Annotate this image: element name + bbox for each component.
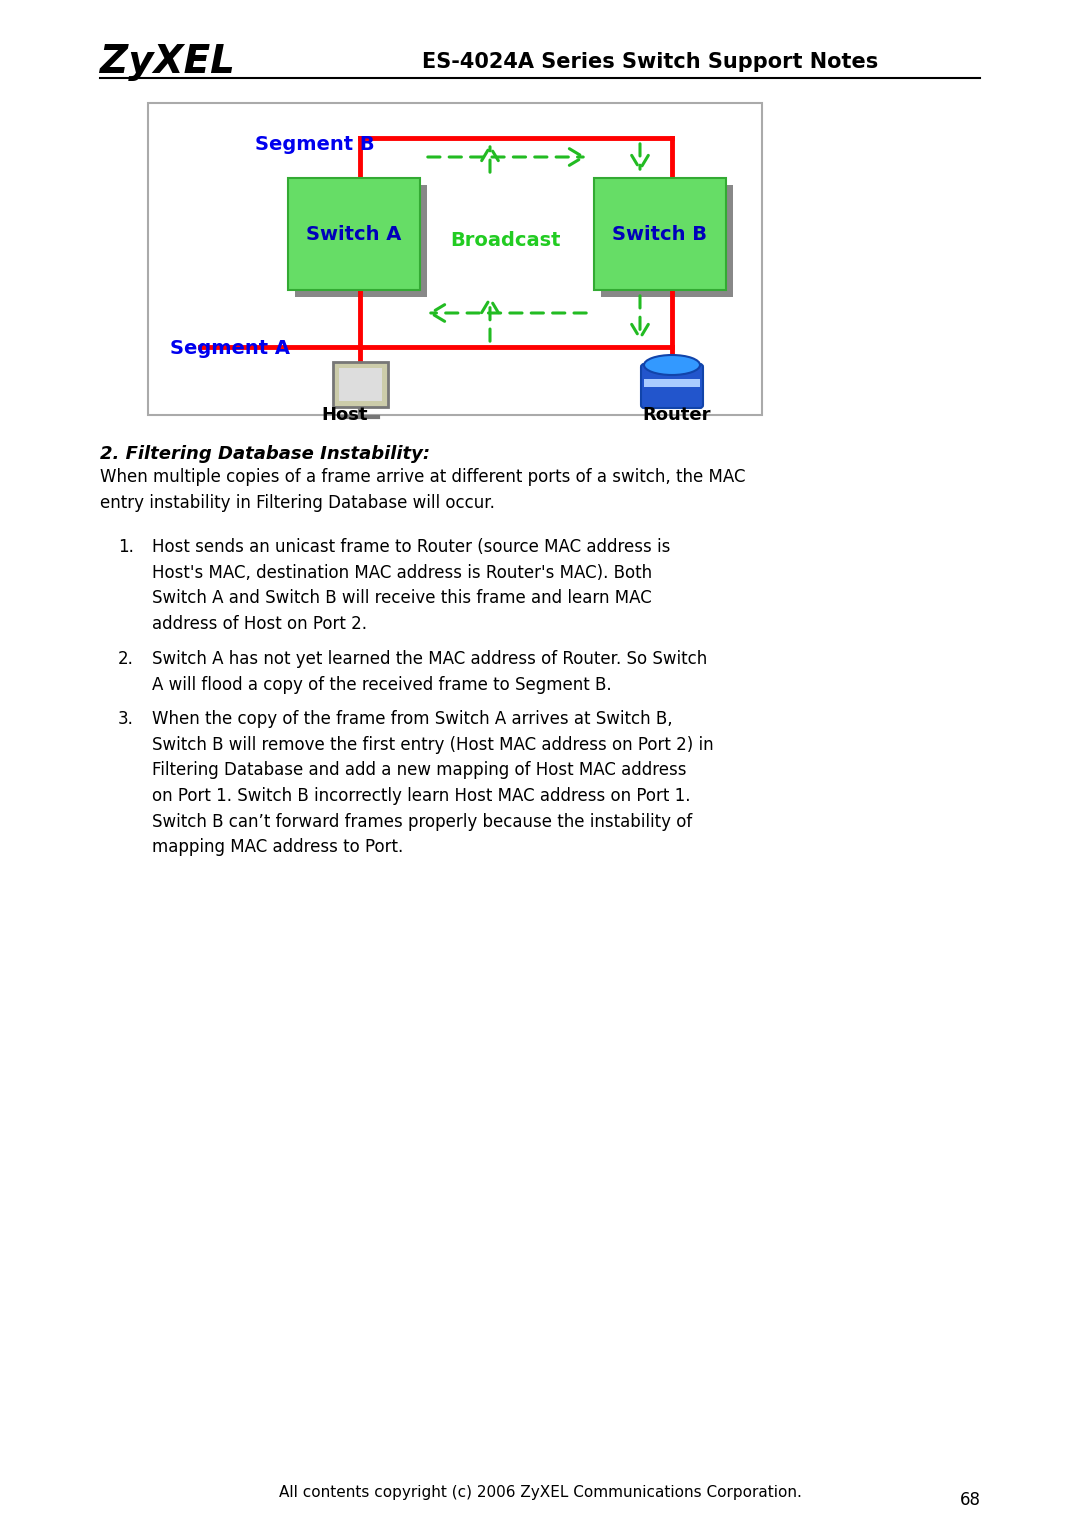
Text: ZyXEL: ZyXEL — [100, 43, 234, 81]
Text: 2. Filtering Database Instability:: 2. Filtering Database Instability: — [100, 444, 430, 463]
Text: Host sends an unicast frame to Router (source MAC address is
Host's MAC, destina: Host sends an unicast frame to Router (s… — [152, 538, 671, 634]
Ellipse shape — [644, 354, 700, 376]
Bar — [288, 179, 420, 290]
Text: 1.: 1. — [118, 538, 134, 556]
Text: Host: Host — [322, 406, 368, 425]
FancyArrowPatch shape — [632, 144, 648, 169]
Bar — [295, 185, 427, 296]
FancyArrowPatch shape — [632, 296, 648, 339]
Bar — [594, 179, 726, 290]
Text: Switch B: Switch B — [612, 224, 707, 243]
FancyArrowPatch shape — [482, 147, 498, 173]
FancyArrowPatch shape — [431, 305, 586, 321]
Text: When the copy of the frame from Switch A arrives at Switch B,
Switch B will remo: When the copy of the frame from Switch A… — [152, 710, 714, 857]
Text: 2.: 2. — [118, 651, 134, 667]
Bar — [333, 362, 388, 408]
Bar — [338, 368, 381, 402]
Text: When multiple copies of a frame arrive at different ports of a switch, the MAC
e: When multiple copies of a frame arrive a… — [100, 467, 745, 512]
Text: Switch A has not yet learned the MAC address of Router. So Switch
A will flood a: Switch A has not yet learned the MAC add… — [152, 651, 707, 693]
Text: Segment B: Segment B — [255, 136, 375, 154]
Text: Router: Router — [643, 406, 712, 425]
Text: Switch A: Switch A — [307, 224, 402, 243]
Text: Broadcast: Broadcast — [449, 231, 561, 249]
Text: 68: 68 — [960, 1490, 981, 1509]
Text: 3.: 3. — [118, 710, 134, 728]
Bar — [148, 102, 762, 415]
Bar — [600, 185, 733, 296]
FancyArrowPatch shape — [482, 299, 498, 341]
Text: All contents copyright (c) 2006 ZyXEL Communications Corporation.: All contents copyright (c) 2006 ZyXEL Co… — [279, 1484, 801, 1500]
FancyBboxPatch shape — [642, 363, 703, 408]
FancyArrowPatch shape — [428, 148, 583, 165]
Text: ES-4024A Series Switch Support Notes: ES-4024A Series Switch Support Notes — [422, 52, 878, 72]
Text: Segment A: Segment A — [170, 339, 291, 357]
Bar — [644, 379, 700, 386]
